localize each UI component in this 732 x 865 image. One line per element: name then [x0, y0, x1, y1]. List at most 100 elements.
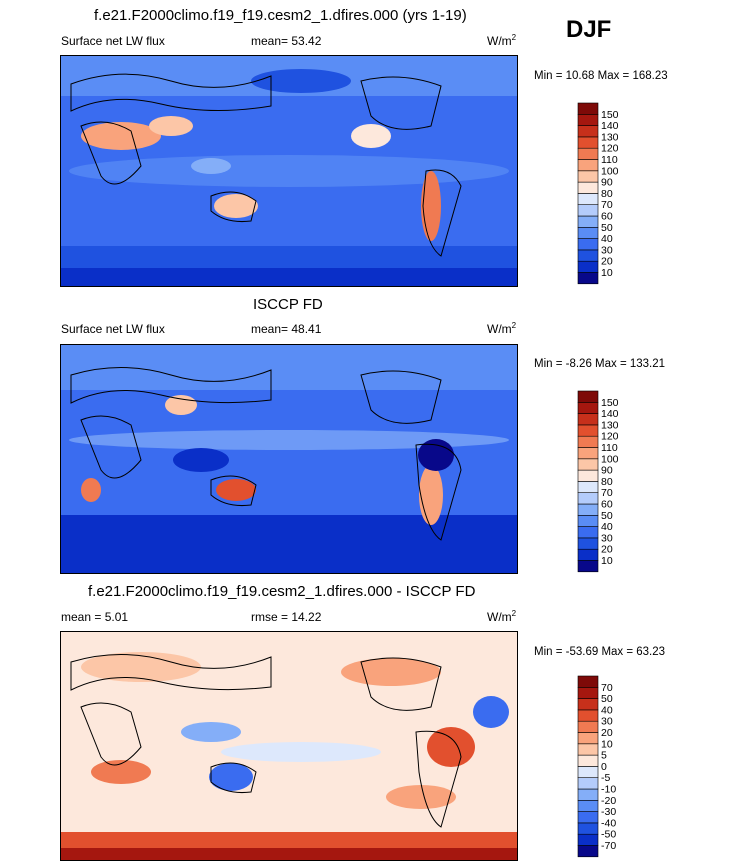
colorbar-2-swatch [577, 526, 599, 539]
panel-1-map [60, 55, 518, 287]
colorbar-1-swatch [577, 125, 599, 138]
colorbar-1-tick-label: 40 [601, 233, 613, 245]
panel-1-units: W/m2 [487, 33, 517, 48]
colorbar-1-tick-label: 140 [601, 120, 619, 132]
colorbar-2-swatch [577, 413, 599, 426]
panel-2-title: ISCCP FD [253, 296, 323, 313]
panel-3-units: W/m2 [487, 609, 517, 624]
colorbar-3-tick-label: 0 [601, 761, 607, 773]
colorbar-1-tick-label: 110 [601, 154, 618, 166]
colorbar-3-swatch [577, 698, 599, 711]
colorbar-3-tick-label: 30 [601, 716, 613, 728]
colorbar-1-tick-label: 70 [601, 199, 613, 211]
colorbar-2-swatch [577, 447, 599, 460]
colorbar-2-swatch [577, 424, 599, 437]
colorbar-3-swatch [577, 845, 599, 858]
panel-2-mean-label: mean= 48.41 [251, 322, 322, 336]
panel-2-units: W/m2 [487, 321, 517, 336]
colorbar-1-swatch [577, 136, 599, 149]
colorbar-2-tick-label: 110 [601, 442, 618, 454]
colorbar-3-tick-label: -5 [601, 772, 610, 784]
colorbar-3-tick-label: -20 [601, 795, 616, 807]
colorbar-3-tick-label: -30 [601, 806, 616, 818]
colorbar-1-swatch [577, 181, 599, 194]
colorbar-3-tick-label: -70 [601, 840, 616, 852]
colorbar-2-swatch [577, 481, 599, 494]
panel-1-minmax: Min = 10.68 Max = 168.23 [534, 70, 668, 82]
colorbar-2-tick-label: 10 [601, 555, 613, 567]
colorbar-1-swatch [577, 238, 599, 251]
colorbar-3-swatch [577, 766, 599, 779]
colorbar-3-swatch [577, 822, 599, 835]
colorbar-3-tick-label: -50 [601, 829, 616, 841]
colorbar-2-swatch [577, 390, 599, 403]
panel-2-colorbar: 10 20 30 40 50 60 70 80 90 100 110 120 130 140 150 [577, 390, 638, 573]
colorbar-2-swatch [577, 492, 599, 505]
panel-1-title: f.e21.F2000climo.f19_f19.cesm2_1.dfires.… [94, 7, 467, 24]
colorbar-2-tick-label: 90 [601, 465, 613, 477]
colorbar-1-swatch [577, 159, 599, 172]
panel-2-minmax: Min = -8.26 Max = 133.21 [534, 358, 666, 370]
colorbar-1-tick-label: 50 [601, 222, 613, 234]
colorbar-2-tick-label: 70 [601, 487, 613, 499]
panel-2-map [60, 344, 518, 574]
colorbar-2-swatch [577, 435, 599, 448]
colorbar-3-tick-label: 70 [601, 682, 613, 694]
colorbar-3-swatch [577, 788, 599, 801]
colorbar-2-tick-label: 50 [601, 510, 613, 522]
colorbar-3-swatch [577, 709, 599, 722]
colorbar-3-tick-label: 5 [601, 750, 607, 762]
colorbar-2-tick-label: 150 [601, 397, 619, 409]
colorbar-3-swatch [577, 732, 599, 745]
panel-2-variable-label: Surface net LW flux [61, 322, 165, 336]
colorbar-3-swatch [577, 754, 599, 767]
colorbar-2-tick-label: 30 [601, 532, 613, 544]
colorbar-2-swatch [577, 537, 599, 550]
colorbar-2-swatch [577, 560, 599, 573]
colorbar-2-tick-label: 80 [601, 476, 613, 488]
colorbar-1-swatch [577, 114, 599, 126]
colorbar-1-tick-label: 100 [601, 165, 619, 177]
colorbar-1-tick-label: 90 [601, 177, 613, 189]
colorbar-1-swatch [577, 204, 599, 217]
season-label: DJF [566, 16, 612, 43]
colorbar-3-swatch [577, 687, 599, 699]
colorbar-2-swatch [577, 548, 599, 561]
colorbar-3-tick-label: -40 [601, 817, 616, 829]
colorbar-3-swatch [577, 675, 599, 688]
colorbar-2-swatch [577, 515, 599, 527]
colorbar-1-swatch [577, 249, 599, 262]
colorbar-1-tick-label: 80 [601, 188, 613, 200]
colorbar-1-tick-label: 60 [601, 211, 613, 223]
colorbar-1-swatch [577, 260, 599, 273]
colorbar-2-swatch [577, 503, 599, 516]
colorbar-1-swatch [577, 147, 599, 160]
colorbar-2-tick-label: 120 [601, 431, 619, 443]
panel-3-map [60, 631, 518, 861]
colorbar-1-tick-label: 150 [601, 109, 619, 121]
colorbar-3-tick-label: 40 [601, 704, 613, 716]
colorbar-2-tick-label: 130 [601, 419, 619, 431]
colorbar-1-swatch [577, 170, 599, 183]
colorbar-3-swatch [577, 811, 599, 824]
panel-3-colorbar: -70 -50 -40 -30 -20 -10 -5 0 5 10 20 30 40 50 70 [577, 675, 638, 858]
colorbar-3-tick-label: 20 [601, 727, 613, 739]
colorbar-2-swatch [577, 458, 599, 471]
panel-1-mean-label: mean= 53.42 [251, 34, 322, 48]
colorbar-2-swatch [577, 402, 599, 414]
colorbar-3-tick-label: 50 [601, 693, 613, 705]
colorbar-2-swatch [577, 469, 599, 482]
colorbar-1-tick-label: 120 [601, 143, 619, 155]
panel-1-colorbar: 10 20 30 40 50 60 70 80 90 100 110 120 130 140 150 [577, 102, 638, 285]
colorbar-3-swatch [577, 743, 599, 756]
colorbar-1-swatch [577, 272, 599, 285]
colorbar-3-swatch [577, 720, 599, 733]
colorbar-2-tick-label: 20 [601, 544, 613, 556]
panel-1-variable-label: Surface net LW flux [61, 34, 165, 48]
colorbar-1-swatch [577, 215, 599, 228]
panel-3-rmse-label: rmse = 14.22 [251, 610, 322, 624]
colorbar-2-tick-label: 60 [601, 499, 613, 511]
colorbar-1-swatch [577, 227, 599, 239]
colorbar-3-tick-label: -10 [601, 784, 616, 796]
colorbar-3-swatch [577, 833, 599, 846]
